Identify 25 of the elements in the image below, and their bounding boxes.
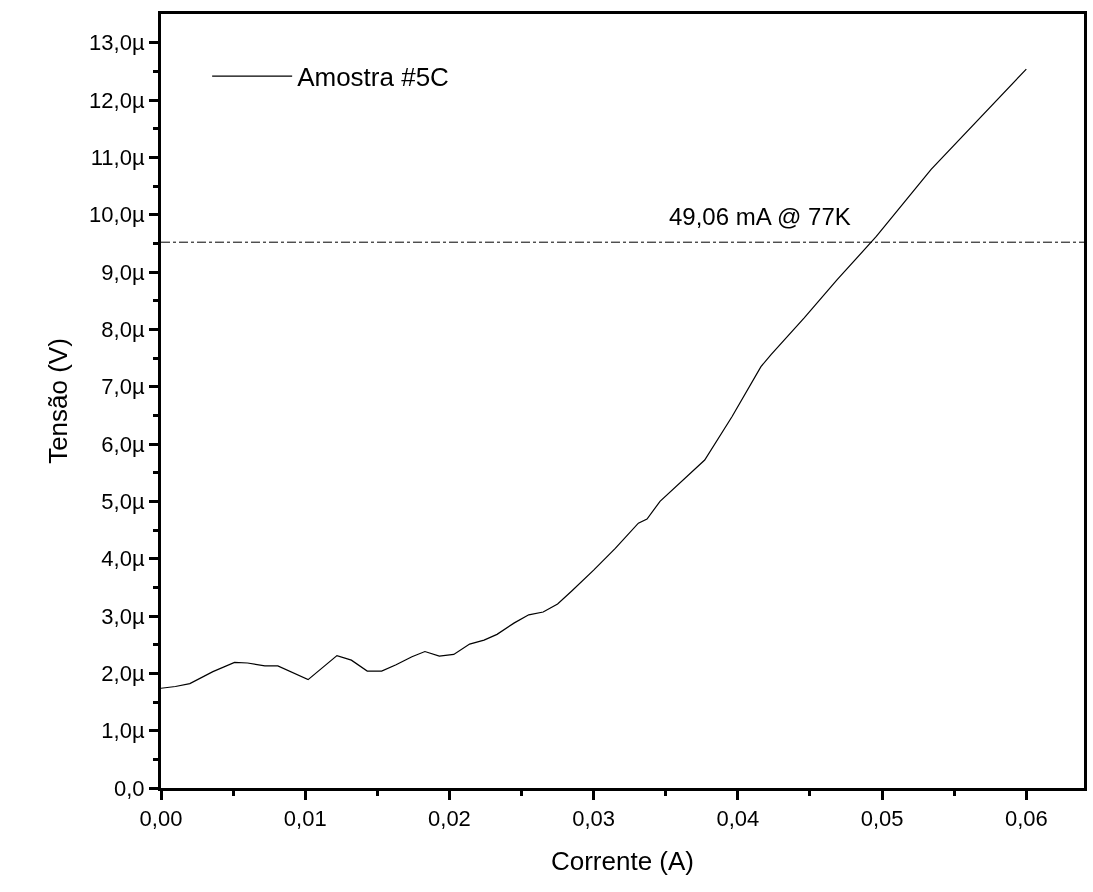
y-tick-label: 13,0µ [89, 30, 145, 56]
y-tick-label: 5,0µ [101, 489, 145, 515]
y-tick-label: 4,0µ [101, 546, 145, 572]
y-tick-label: 9,0µ [101, 259, 145, 285]
x-tick-label: 0,05 [860, 806, 904, 832]
x-tick-label: 0,03 [572, 806, 616, 832]
x-tick-label: 0,06 [1004, 806, 1048, 832]
legend-label: Amostra #5C [297, 62, 449, 93]
y-axis-title: Tensão (V) [43, 338, 74, 464]
y-tick-label: 12,0µ [89, 87, 145, 113]
y-tick-label: 11,0µ [90, 145, 145, 171]
x-tick-label: 0,00 [139, 806, 183, 832]
x-tick-label: 0,02 [428, 806, 471, 832]
y-tick-label: 10,0µ [89, 202, 145, 228]
y-tick-label: 7,0µ [101, 374, 145, 400]
ref-line-label: 49,06 mA @ 77K [669, 203, 851, 230]
y-tick-label: 0,0 [114, 775, 145, 801]
x-tick-label: 0,01 [283, 806, 327, 832]
y-tick-label: 1,0µ [101, 718, 145, 744]
y-tick-label: 6,0µ [101, 431, 145, 457]
y-tick-label: 2,0µ [101, 661, 145, 687]
y-tick-label: 8,0µ [101, 317, 145, 343]
x-axis-title: Corrente (A) [550, 846, 695, 877]
y-tick-label: 3,0µ [101, 603, 145, 629]
x-tick-label: 0,04 [716, 806, 760, 832]
